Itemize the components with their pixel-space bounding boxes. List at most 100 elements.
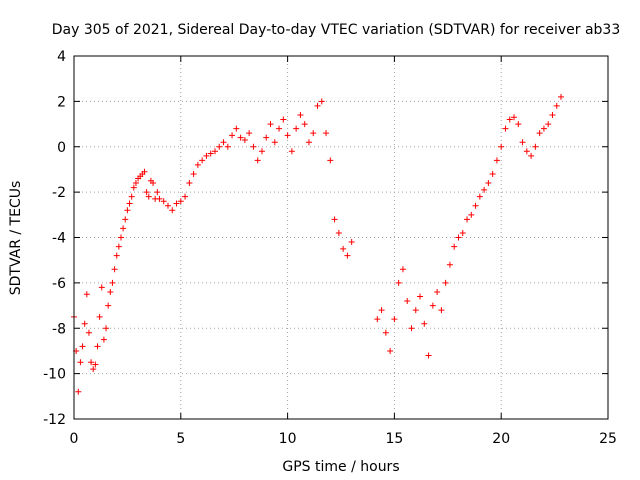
data-point xyxy=(154,189,161,196)
data-point xyxy=(92,361,99,368)
data-point xyxy=(301,121,308,128)
data-point xyxy=(109,279,116,286)
data-point xyxy=(421,320,428,327)
data-point xyxy=(216,143,223,150)
data-point xyxy=(528,152,535,159)
data-point xyxy=(220,139,227,146)
y-tick-label: -10 xyxy=(43,367,66,383)
y-tick-label: -2 xyxy=(52,185,66,201)
data-point xyxy=(523,148,530,155)
x-tick-label: 25 xyxy=(599,431,617,447)
data-point xyxy=(100,336,107,343)
data-point xyxy=(145,193,152,200)
data-point xyxy=(143,189,150,196)
x-axis-ticks: 0 5 10 15 20 25 xyxy=(70,56,617,447)
data-point xyxy=(297,111,304,118)
data-point xyxy=(323,130,330,137)
data-point xyxy=(348,239,355,246)
data-point xyxy=(438,307,445,314)
data-point xyxy=(335,229,342,236)
data-point xyxy=(519,139,526,146)
data-point xyxy=(489,170,496,177)
data-point xyxy=(540,125,547,132)
data-point xyxy=(387,347,394,354)
data-point xyxy=(75,388,82,395)
y-tick-label: -12 xyxy=(43,412,66,428)
y-tick-label: -8 xyxy=(52,321,66,337)
data-point xyxy=(203,152,210,159)
data-point xyxy=(107,288,114,295)
data-point xyxy=(156,195,163,202)
data-point xyxy=(160,198,167,205)
data-point xyxy=(211,148,218,155)
data-point xyxy=(177,198,184,205)
data-point xyxy=(280,116,287,123)
data-point xyxy=(502,125,509,132)
data-point xyxy=(412,307,419,314)
data-point xyxy=(284,132,291,139)
y-tick-label: 2 xyxy=(57,94,66,110)
data-point xyxy=(536,130,543,137)
data-point xyxy=(263,134,270,141)
data-point xyxy=(164,202,171,209)
data-point xyxy=(258,148,265,155)
y-tick-label: -4 xyxy=(52,231,66,247)
data-point xyxy=(77,359,84,366)
data-point xyxy=(132,180,139,187)
data-point xyxy=(237,134,244,141)
data-point xyxy=(130,184,137,191)
data-point xyxy=(254,157,261,164)
data-point xyxy=(532,143,539,150)
data-point xyxy=(241,136,248,143)
data-point xyxy=(498,143,505,150)
data-point xyxy=(94,343,101,350)
x-tick-label: 15 xyxy=(385,431,403,447)
data-point xyxy=(429,302,436,309)
data-point xyxy=(310,130,317,137)
x-tick-label: 10 xyxy=(279,431,297,447)
data-point xyxy=(374,316,381,323)
data-point xyxy=(553,102,560,109)
data-point xyxy=(288,148,295,155)
data-point xyxy=(88,359,95,366)
data-point xyxy=(122,216,129,223)
y-tick-label: -6 xyxy=(52,276,66,292)
data-point xyxy=(451,243,458,250)
data-point xyxy=(229,132,236,139)
data-point xyxy=(128,193,135,200)
data-point xyxy=(246,130,253,137)
data-point xyxy=(194,161,201,168)
y-axis-ticks: -12 -10 -8 -6 -4 -2 0 2 4 xyxy=(43,49,608,428)
data-points xyxy=(71,93,565,395)
data-point xyxy=(468,211,475,218)
data-point xyxy=(267,121,274,128)
data-point xyxy=(96,313,103,320)
y-axis-label: SDTVAR / TECUs xyxy=(8,181,24,296)
data-point xyxy=(327,157,334,164)
y-tick-label: 0 xyxy=(57,140,66,156)
data-point xyxy=(173,200,180,207)
data-point xyxy=(391,316,398,323)
data-point xyxy=(515,121,522,128)
data-point xyxy=(186,180,193,187)
chart-title: Day 305 of 2021, Sidereal Day-to-day VTE… xyxy=(52,22,621,38)
data-point xyxy=(434,288,441,295)
y-tick-label: 4 xyxy=(57,49,66,65)
data-point xyxy=(83,291,90,298)
data-point xyxy=(233,125,240,132)
data-point xyxy=(81,320,88,327)
data-point xyxy=(250,143,257,150)
data-point xyxy=(103,325,110,332)
data-point xyxy=(126,200,133,207)
data-point xyxy=(207,150,214,157)
data-point xyxy=(558,93,565,100)
x-tick-label: 20 xyxy=(492,431,510,447)
data-point xyxy=(545,121,552,128)
data-point xyxy=(190,170,197,177)
data-point xyxy=(511,114,518,121)
data-point xyxy=(399,266,406,273)
x-tick-label: 5 xyxy=(176,431,185,447)
data-point xyxy=(85,329,92,336)
data-point xyxy=(455,234,462,241)
data-point xyxy=(408,325,415,332)
